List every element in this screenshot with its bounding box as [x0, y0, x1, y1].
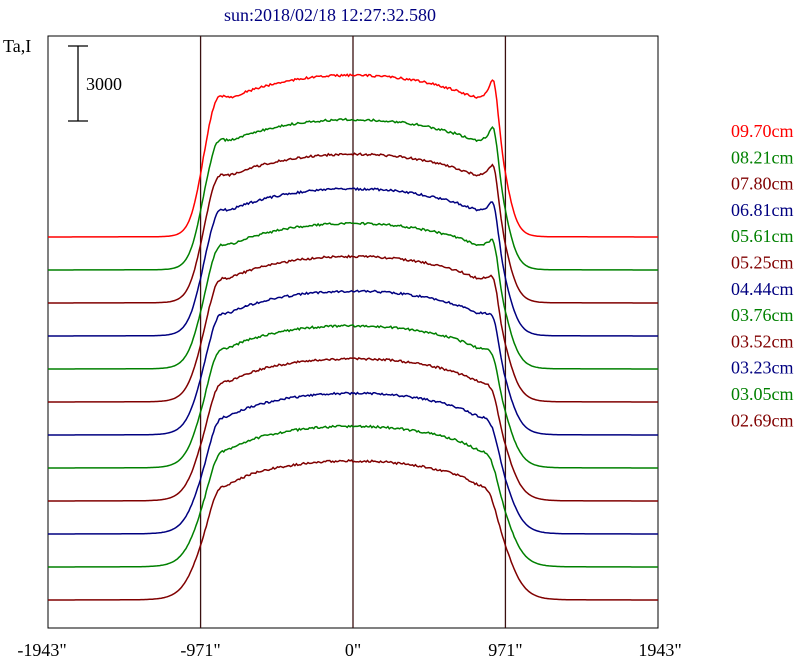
series-line-03.05cm [48, 424, 658, 568]
legend-entry: 06.81cm [731, 200, 794, 220]
series-curves [48, 73, 658, 601]
legend-entry: 03.52cm [731, 331, 794, 351]
series-line-05.25cm [48, 254, 658, 403]
scale-bar: 3000 [68, 45, 122, 122]
series-line-02.69cm [48, 459, 658, 601]
legend-entry: 04.44cm [731, 279, 794, 299]
y-axis-label: Ta,I [3, 36, 31, 56]
series-line-07.80cm [48, 152, 658, 304]
limb-markers [199, 36, 507, 628]
series-line-08.21cm [48, 117, 658, 271]
legend-entry: 03.05cm [731, 384, 794, 404]
series-line-05.61cm [48, 221, 658, 370]
series-line-03.52cm [48, 357, 658, 502]
x-tick-label: -1943" [17, 640, 66, 660]
x-tick-labels: -1943" -971" 0" 971" 1943" [17, 640, 681, 660]
x-tick-label: -971" [180, 640, 220, 660]
x-tick-label: 0" [345, 640, 361, 660]
scale-bar-label: 3000 [86, 74, 122, 94]
legend: 09.70cm 08.21cm 07.80cm 06.81cm 05.61cm 05.25… [731, 121, 794, 430]
series-line-03.76cm [48, 323, 658, 469]
series-line-06.81cm [48, 187, 658, 337]
series-line-09.70cm [48, 73, 658, 238]
legend-entry: 07.80cm [731, 174, 794, 194]
x-tick-label: 1943" [638, 640, 681, 660]
legend-entry: 02.69cm [731, 410, 794, 430]
legend-entry: 05.61cm [731, 226, 794, 246]
x-tick-label: 971" [488, 640, 522, 660]
series-line-04.44cm [48, 289, 658, 436]
legend-entry: 03.76cm [731, 305, 794, 325]
series-line-03.23cm [48, 391, 658, 535]
legend-entry: 09.70cm [731, 121, 794, 141]
legend-entry: 05.25cm [731, 253, 794, 273]
legend-entry: 03.23cm [731, 358, 794, 378]
legend-entry: 08.21cm [731, 147, 794, 167]
chart-title: sun:2018/02/18 12:27:32.580 [224, 5, 436, 25]
